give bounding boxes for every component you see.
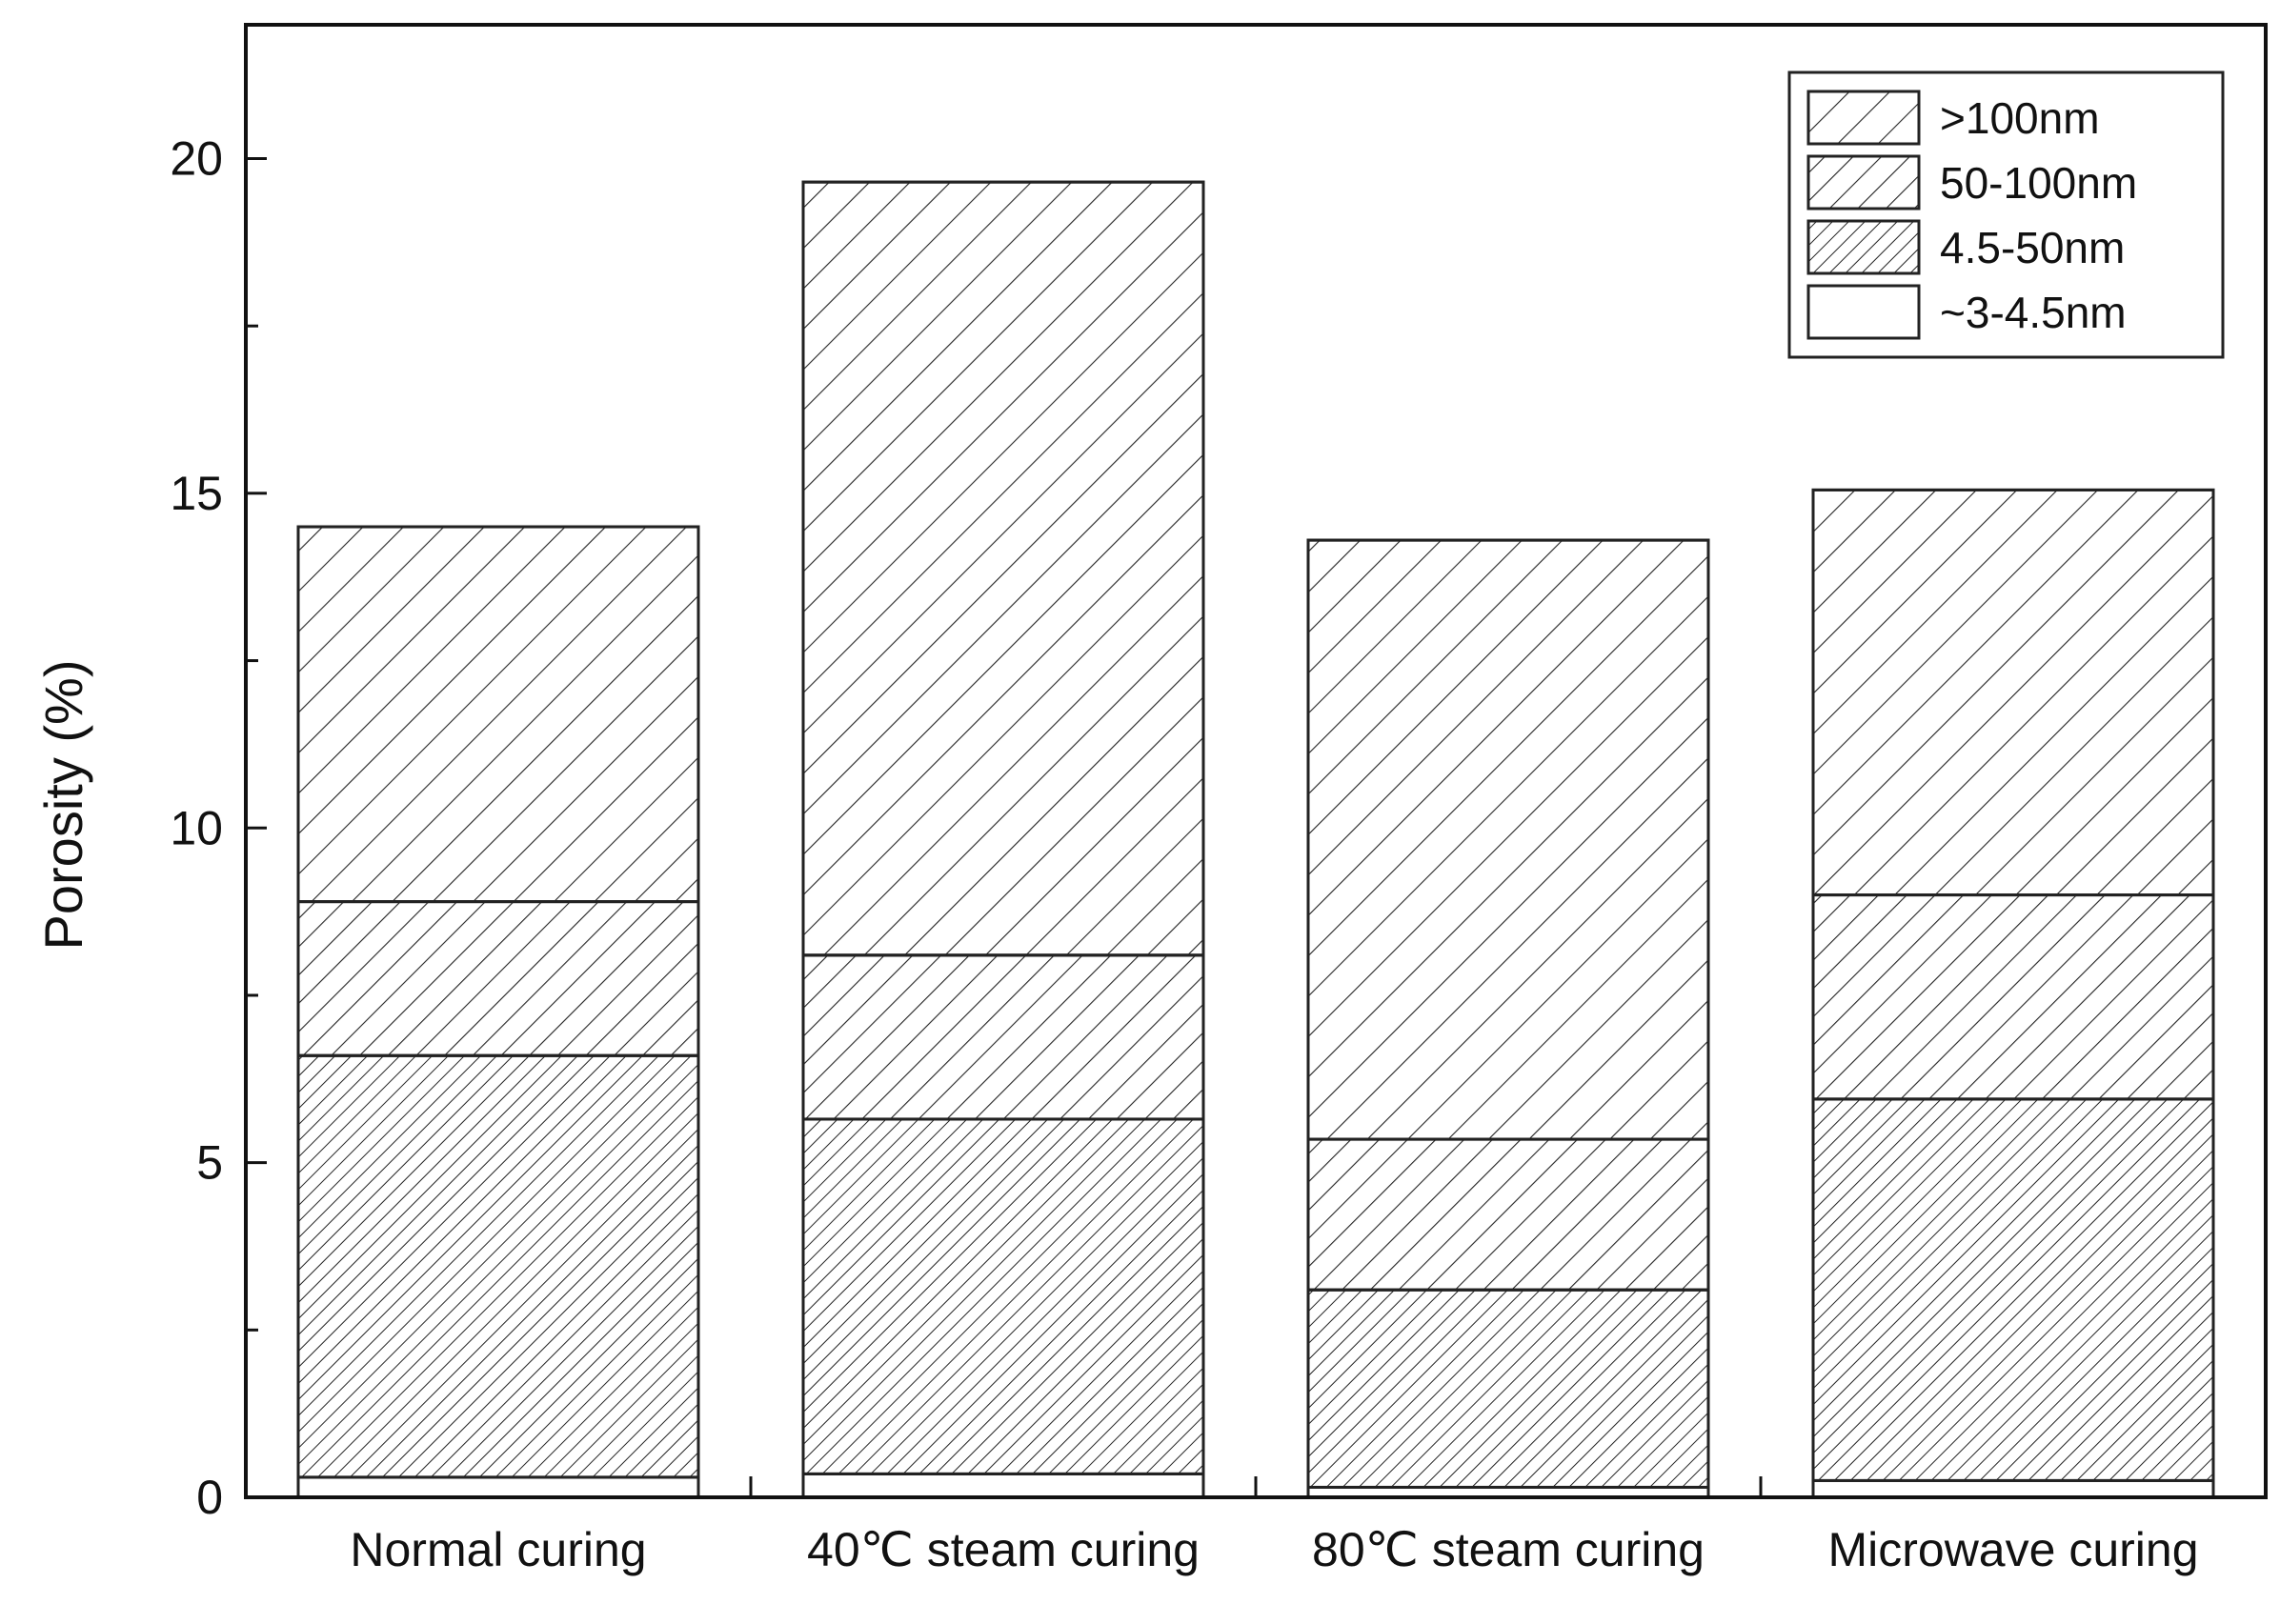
bar-segment-microwave-curing-3-4.5nm	[1811, 1478, 2215, 1499]
bar-segment-hatch-normal-curing-100nm	[296, 525, 700, 904]
bar-segment-hatch-microwave-curing-100nm	[1811, 488, 2215, 897]
legend-swatch-hatch	[1806, 90, 1921, 146]
legend-swatch-hatch	[1806, 219, 1921, 275]
y-tick-label: 15	[170, 467, 223, 520]
legend-label: >100nm	[1940, 93, 2100, 143]
bar-segment-hatch-80-steam-curing-100nm	[1306, 538, 1710, 1141]
y-tick-label: 20	[170, 132, 223, 186]
x-category-label: 80℃ steam curing	[1312, 1523, 1705, 1576]
y-axis-title: Porosity (%)	[33, 660, 93, 951]
legend: >100nm 50-100nm 4.5-50nm ~3-4.5nm	[1787, 70, 2225, 359]
bar-segment-normal-curing-3-4.5nm	[296, 1475, 700, 1499]
axes-layer: 0 5 10 15 20 Normal curing 40℃ steam curing 80℃…	[170, 23, 2268, 1576]
bar-segment-hatch-80-steam-curing-50-100nm	[1306, 1137, 1710, 1292]
x-category-label: Microwave curing	[1827, 1523, 2198, 1576]
legend-label: 50-100nm	[1940, 158, 2137, 208]
y-tick-label: 10	[170, 801, 223, 854]
bar-segment-hatch-40-steam-curing-50-100nm	[801, 953, 1205, 1121]
bar-segment-hatch-80-steam-curing-4.5-50nm	[1306, 1288, 1710, 1489]
bar-segment-hatch-normal-curing-50-100nm	[296, 900, 700, 1057]
bar-segment-hatch-normal-curing-4.5-50nm	[296, 1053, 700, 1479]
bar-segment-hatch-microwave-curing-4.5-50nm	[1811, 1097, 2215, 1482]
bars-layer	[296, 180, 2215, 1499]
legend-label: ~3-4.5nm	[1940, 288, 2127, 337]
x-category-label: 40℃ steam curing	[807, 1523, 1200, 1576]
legend-swatch-hatch	[1806, 154, 1921, 211]
bar-segment-hatch-40-steam-curing-4.5-50nm	[801, 1117, 1205, 1475]
x-category-label: Normal curing	[350, 1523, 646, 1576]
y-tick-label: 0	[196, 1471, 223, 1524]
bar-segment-hatch-microwave-curing-50-100nm	[1811, 893, 2215, 1101]
legend-swatch	[1806, 284, 1921, 340]
legend-label: 4.5-50nm	[1940, 223, 2125, 272]
bar-segment-hatch-40-steam-curing-100nm	[801, 180, 1205, 957]
bar-segment-40-steam-curing-3-4.5nm	[801, 1472, 1205, 1499]
y-tick-label: 5	[196, 1136, 223, 1190]
